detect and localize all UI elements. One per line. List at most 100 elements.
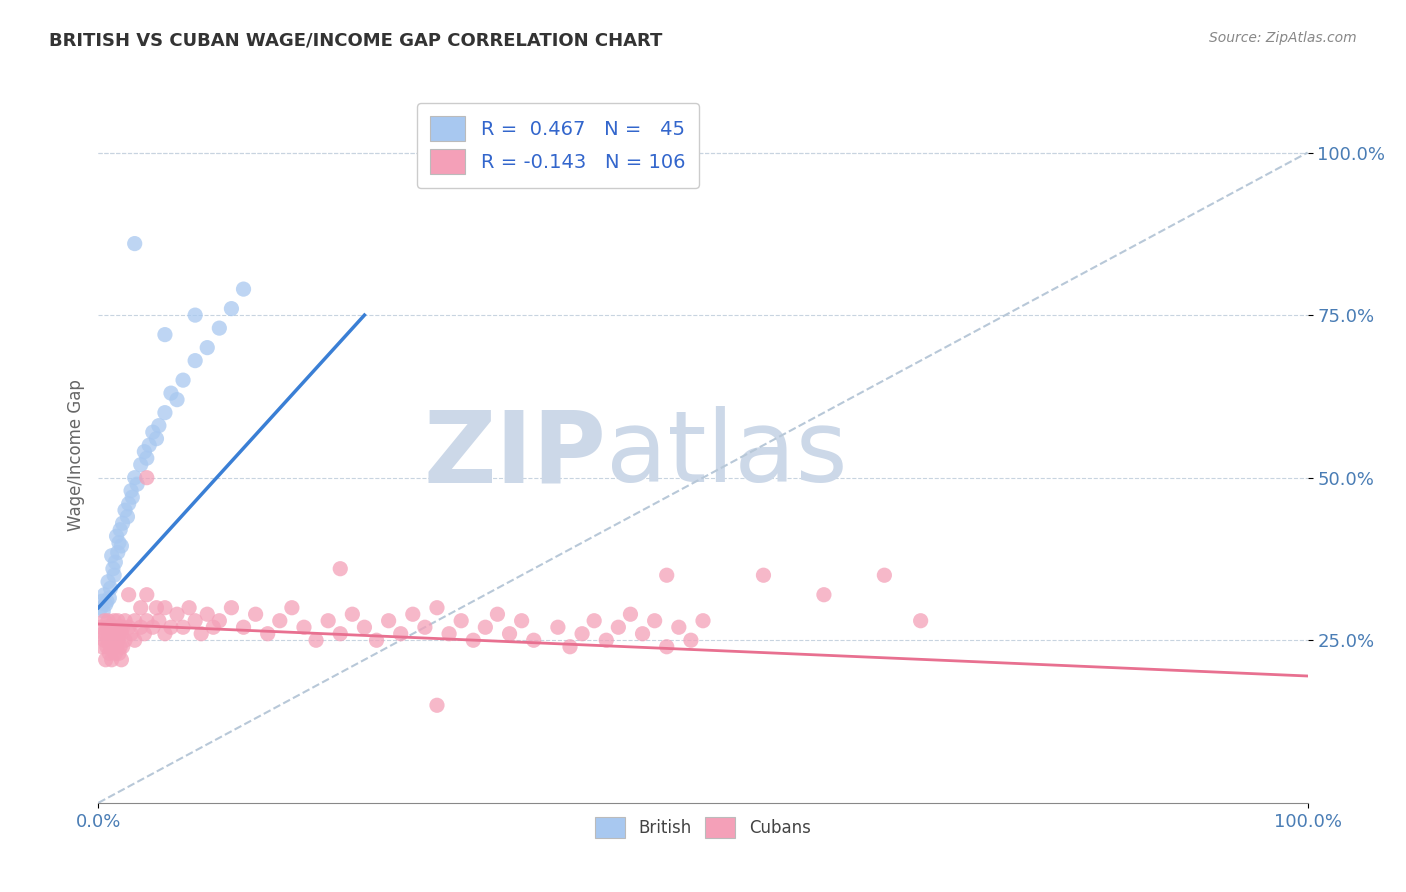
Point [571,626,593,640]
Point [127,477,149,491]
Point [129,458,152,472]
Point [108,535,131,549]
Point [91,640,114,654]
Point [631,626,654,640]
Point [463,633,485,648]
Point [105,640,128,654]
Point [166,392,188,407]
Point [184,353,207,368]
Point [100,581,122,595]
Point [655,568,678,582]
Legend: British, Cubans: British, Cubans [588,808,818,847]
Point [90,620,112,634]
Point [426,600,449,615]
Point [108,620,131,634]
Point [94,598,117,612]
Point [110,653,132,667]
Point [195,607,218,622]
Point [108,626,131,640]
Point [437,626,460,640]
Point [114,633,136,648]
Point [329,626,352,640]
Point [245,607,267,622]
Point [221,301,243,316]
Point [118,497,141,511]
Point [120,483,142,498]
Point [117,509,139,524]
Point [153,626,176,640]
Point [353,620,375,634]
Point [145,432,167,446]
Point [103,640,125,654]
Point [292,620,315,634]
Point [166,607,188,622]
Text: atlas: atlas [606,407,848,503]
Point [124,236,146,251]
Point [135,471,157,485]
Point [135,614,157,628]
Text: BRITISH VS CUBAN WAGE/INCOME GAP CORRELATION CHART: BRITISH VS CUBAN WAGE/INCOME GAP CORRELA… [49,31,662,49]
Point [498,626,520,640]
Point [104,626,127,640]
Point [134,626,156,640]
Point [134,444,156,458]
Point [91,626,114,640]
Point [100,620,122,634]
Point [202,620,225,634]
Point [148,418,170,433]
Point [94,626,117,640]
Point [402,607,425,622]
Point [94,653,117,667]
Text: ZIP: ZIP [423,407,606,503]
Point [679,633,702,648]
Point [91,604,114,618]
Point [184,308,207,322]
Point [195,341,218,355]
Point [100,640,122,654]
Point [98,591,121,605]
Point [148,614,170,628]
Point [413,620,436,634]
Point [124,633,146,648]
Point [668,620,690,634]
Point [619,607,641,622]
Point [873,568,896,582]
Point [316,614,339,628]
Point [547,620,569,634]
Point [107,633,129,648]
Point [111,620,134,634]
Point [221,600,243,615]
Point [256,626,278,640]
Point [366,633,388,648]
Point [153,327,176,342]
Point [142,620,165,634]
Point [101,620,124,634]
Point [510,614,533,628]
Point [692,614,714,628]
Point [110,539,132,553]
Point [90,600,112,615]
Point [121,490,143,504]
Point [108,523,131,537]
Point [595,633,617,648]
Text: Source: ZipAtlas.com: Source: ZipAtlas.com [1209,31,1357,45]
Point [101,633,124,648]
Point [96,620,118,634]
Point [104,646,127,660]
Point [232,282,254,296]
Point [142,425,165,439]
Point [101,562,124,576]
Point [98,646,121,660]
Point [100,653,122,667]
Point [111,640,134,654]
Point [107,545,129,559]
Point [108,646,131,660]
Point [172,620,194,634]
Point [145,600,167,615]
Point [97,633,120,648]
Point [160,620,183,634]
Point [305,633,328,648]
Point [114,614,136,628]
Point [644,614,666,628]
Point [655,640,678,654]
